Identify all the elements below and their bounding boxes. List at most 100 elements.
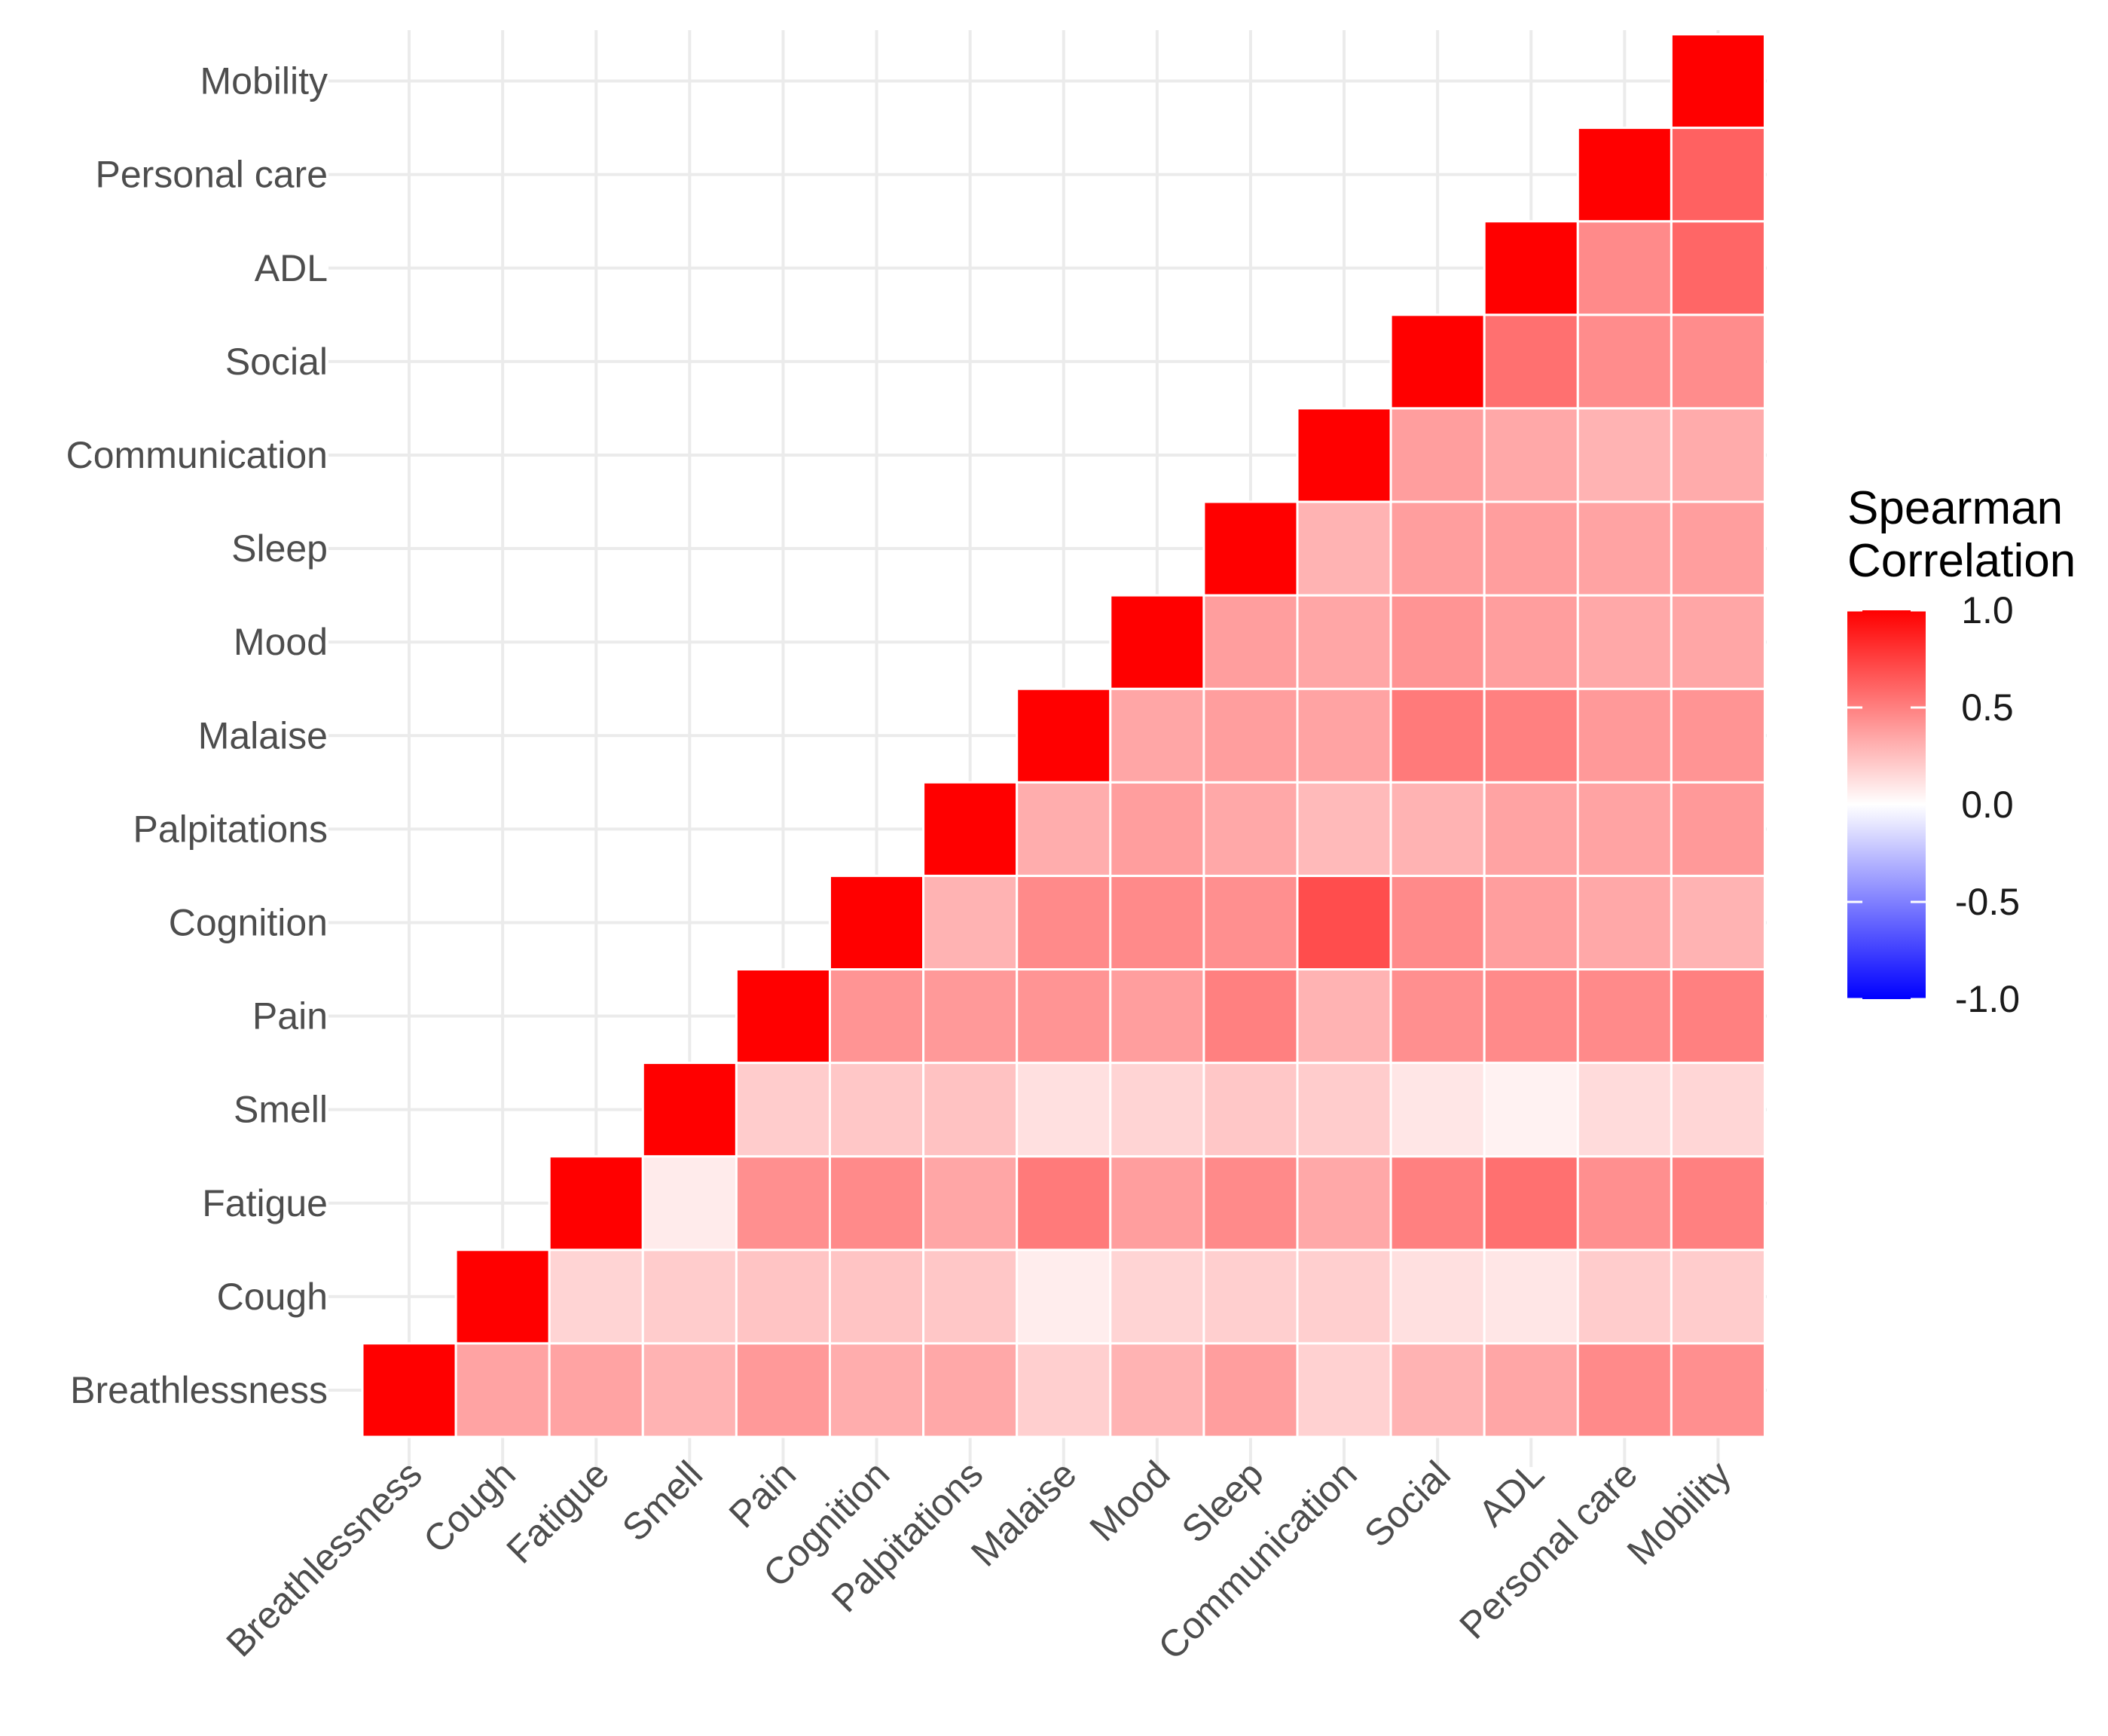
y-tick-label: Communication — [66, 434, 328, 476]
heatmap-cell-social-malaise — [1389, 687, 1486, 784]
heatmap-cell-communication-communication — [1296, 407, 1392, 503]
heatmap-cell-personal-care-personal-care — [1576, 127, 1673, 223]
heatmap-cell-adl-mood — [1483, 594, 1579, 690]
heatmap-cell-malaise-smell — [1016, 1062, 1112, 1158]
heatmap-cell-malaise-cognition — [1016, 874, 1112, 971]
x-tick-label: Mood — [1082, 1453, 1178, 1549]
heatmap-cell-mood-palpitations — [1109, 781, 1205, 877]
legend-tick-label: -1.0 — [1955, 978, 2020, 1020]
heatmap-cell-mobility-sleep — [1670, 500, 1766, 597]
heatmap-cell-mood-cognition — [1109, 874, 1205, 971]
heatmap-cell-cognition-fatigue — [829, 1155, 925, 1252]
heatmap-cell-pain-breathlessness — [735, 1342, 832, 1438]
y-tick-label: Palpitations — [133, 808, 328, 850]
heatmap-cell-adl-cognition — [1483, 874, 1579, 971]
heatmap-cell-communication-fatigue — [1296, 1155, 1392, 1252]
heatmap-cell-social-social — [1389, 313, 1486, 410]
heatmap-cell-adl-smell — [1483, 1062, 1579, 1158]
heatmap-cell-fatigue-breathlessness — [548, 1342, 644, 1438]
y-tick-label: ADL — [255, 247, 328, 289]
heatmap-cell-personal-care-sleep — [1576, 500, 1673, 597]
heatmap-cell-communication-sleep — [1296, 500, 1392, 597]
heatmap-cell-smell-breathlessness — [641, 1342, 738, 1438]
heatmap-cell-personal-care-communication — [1576, 407, 1673, 503]
heatmap-cell-mobility-mood — [1670, 594, 1766, 690]
x-tick-label: Fatigue — [498, 1453, 617, 1572]
heatmap-cell-mobility-cough — [1670, 1249, 1766, 1345]
heatmap-cell-malaise-malaise — [1016, 687, 1112, 784]
heatmap-cell-smell-cough — [641, 1249, 738, 1345]
heatmap-cell-social-cognition — [1389, 874, 1486, 971]
heatmap-cell-mood-breathlessness — [1109, 1342, 1205, 1438]
heatmap-cell-cough-cough — [454, 1249, 551, 1345]
heatmap-cell-smell-fatigue — [641, 1155, 738, 1252]
heatmap-cell-mobility-palpitations — [1670, 781, 1766, 877]
x-tick-label: Social — [1356, 1453, 1459, 1555]
heatmap-cell-sleep-palpitations — [1202, 781, 1299, 877]
heatmap-cell-social-smell — [1389, 1062, 1486, 1158]
heatmap-cell-adl-communication — [1483, 407, 1579, 503]
y-tick-label: Breathlessness — [70, 1369, 328, 1411]
y-tick-label: Personal care — [96, 154, 328, 196]
heatmap-cell-personal-care-breathlessness — [1576, 1342, 1673, 1438]
legend-title-line1: Spearman — [1847, 482, 2063, 534]
heatmap-cell-palpitations-palpitations — [922, 781, 1019, 877]
heatmap-cell-communication-breathlessness — [1296, 1342, 1392, 1438]
heatmap-cell-personal-care-cognition — [1576, 874, 1673, 971]
heatmap-cell-sleep-breathlessness — [1202, 1342, 1299, 1438]
heatmap-cell-personal-care-palpitations — [1576, 781, 1673, 877]
heatmap-cell-palpitations-smell — [922, 1062, 1019, 1158]
heatmap-cell-communication-malaise — [1296, 687, 1392, 784]
heatmap-cell-pain-pain — [735, 968, 832, 1065]
heatmap-cell-cognition-pain — [829, 968, 925, 1065]
heatmap-cell-fatigue-cough — [548, 1249, 644, 1345]
heatmap-cell-cognition-smell — [829, 1062, 925, 1158]
heatmap-cell-personal-care-malaise — [1576, 687, 1673, 784]
y-tick-label: Mood — [234, 621, 328, 663]
heatmap-cell-adl-breathlessness — [1483, 1342, 1579, 1438]
heatmap-cell-pain-cough — [735, 1249, 832, 1345]
heatmap-cell-smell-smell — [641, 1062, 738, 1158]
heatmap-cell-pain-smell — [735, 1062, 832, 1158]
heatmap-cell-social-sleep — [1389, 500, 1486, 597]
heatmap-cells — [361, 33, 1766, 1438]
heatmap-cell-mobility-pain — [1670, 968, 1766, 1065]
heatmap-cell-sleep-cognition — [1202, 874, 1299, 971]
heatmap-cell-personal-care-smell — [1576, 1062, 1673, 1158]
heatmap-cell-malaise-palpitations — [1016, 781, 1112, 877]
x-tick-label: Mobility — [1619, 1453, 1739, 1572]
heatmap-cell-mood-smell — [1109, 1062, 1205, 1158]
legend-tick-label: 0.0 — [1961, 784, 2014, 826]
heatmap-cell-malaise-fatigue — [1016, 1155, 1112, 1252]
heatmap-cell-sleep-pain — [1202, 968, 1299, 1065]
heatmap-cell-personal-care-social — [1576, 313, 1673, 410]
heatmap-cell-mobility-fatigue — [1670, 1155, 1766, 1252]
heatmap-cell-mobility-adl — [1670, 220, 1766, 316]
heatmap-cell-personal-care-fatigue — [1576, 1155, 1673, 1252]
legend-tick-label: -0.5 — [1955, 881, 2020, 923]
y-tick-label: Pain — [252, 995, 328, 1038]
legend-title-line2: Correlation — [1847, 535, 2076, 587]
heatmap-cell-social-palpitations — [1389, 781, 1486, 877]
heatmap-cell-mood-cough — [1109, 1249, 1205, 1345]
heatmap-cell-mobility-communication — [1670, 407, 1766, 503]
heatmap-cell-sleep-smell — [1202, 1062, 1299, 1158]
heatmap-cell-palpitations-fatigue — [922, 1155, 1019, 1252]
heatmap-cell-social-breathlessness — [1389, 1342, 1486, 1438]
heatmap-cell-social-mood — [1389, 594, 1486, 690]
y-tick-label: Cough — [217, 1276, 328, 1318]
heatmap-cell-personal-care-pain — [1576, 968, 1673, 1065]
heatmap-cell-mobility-mobility — [1670, 33, 1766, 130]
heatmap-cell-cognition-cough — [829, 1249, 925, 1345]
heatmap-cell-social-pain — [1389, 968, 1486, 1065]
heatmap-cell-personal-care-mood — [1576, 594, 1673, 690]
heatmap-cell-adl-pain — [1483, 968, 1579, 1065]
heatmap-cell-sleep-malaise — [1202, 687, 1299, 784]
legend-tick-label: 1.0 — [1961, 589, 2014, 631]
heatmap-cell-fatigue-fatigue — [548, 1155, 644, 1252]
heatmap-cell-pain-fatigue — [735, 1155, 832, 1252]
heatmap-cell-social-fatigue — [1389, 1155, 1486, 1252]
y-tick-label: Social — [225, 341, 328, 383]
heatmap-cell-mobility-smell — [1670, 1062, 1766, 1158]
